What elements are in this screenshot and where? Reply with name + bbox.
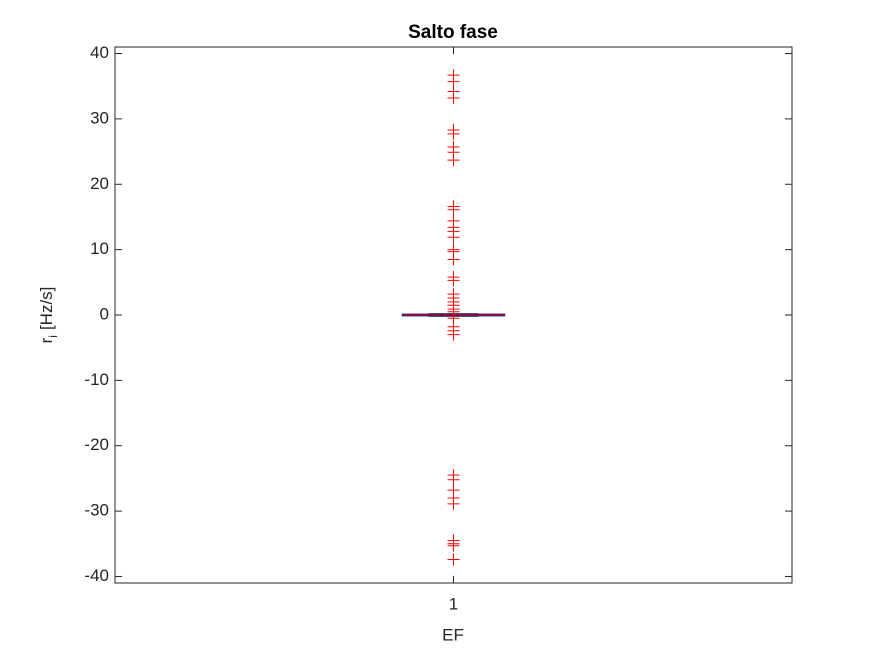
outlier bbox=[447, 154, 460, 167]
outlier bbox=[447, 91, 460, 104]
outlier bbox=[447, 253, 460, 266]
y-tick-label: -40 bbox=[84, 566, 109, 585]
outlier bbox=[447, 539, 460, 552]
outlier bbox=[447, 127, 460, 140]
chart-title: Salto fase bbox=[408, 22, 498, 43]
y-tick-label: 20 bbox=[90, 174, 109, 193]
outlier bbox=[447, 203, 460, 216]
y-tick-label: -30 bbox=[84, 501, 109, 520]
y-tick-label: 0 bbox=[100, 304, 109, 323]
outlier bbox=[447, 497, 460, 510]
outlier bbox=[447, 274, 460, 287]
y-label-base: r bbox=[37, 337, 56, 343]
outlier bbox=[447, 473, 460, 486]
y-axis-label: ri [Hz/s] bbox=[37, 287, 60, 344]
x-tick-label: 1 bbox=[449, 594, 458, 613]
x-axis-label: EF bbox=[442, 625, 464, 644]
y-label-unit: [Hz/s] bbox=[37, 287, 56, 330]
y-tick-label: -20 bbox=[84, 435, 109, 454]
y-tick-label: 30 bbox=[90, 108, 109, 127]
y-label-sub: i bbox=[46, 335, 60, 338]
outlier bbox=[447, 231, 460, 244]
y-tick-label: -10 bbox=[84, 370, 109, 389]
y-tick-label: 10 bbox=[90, 239, 109, 258]
y-tick-label: 40 bbox=[90, 43, 109, 62]
outlier bbox=[447, 328, 460, 341]
outlier bbox=[447, 553, 460, 566]
